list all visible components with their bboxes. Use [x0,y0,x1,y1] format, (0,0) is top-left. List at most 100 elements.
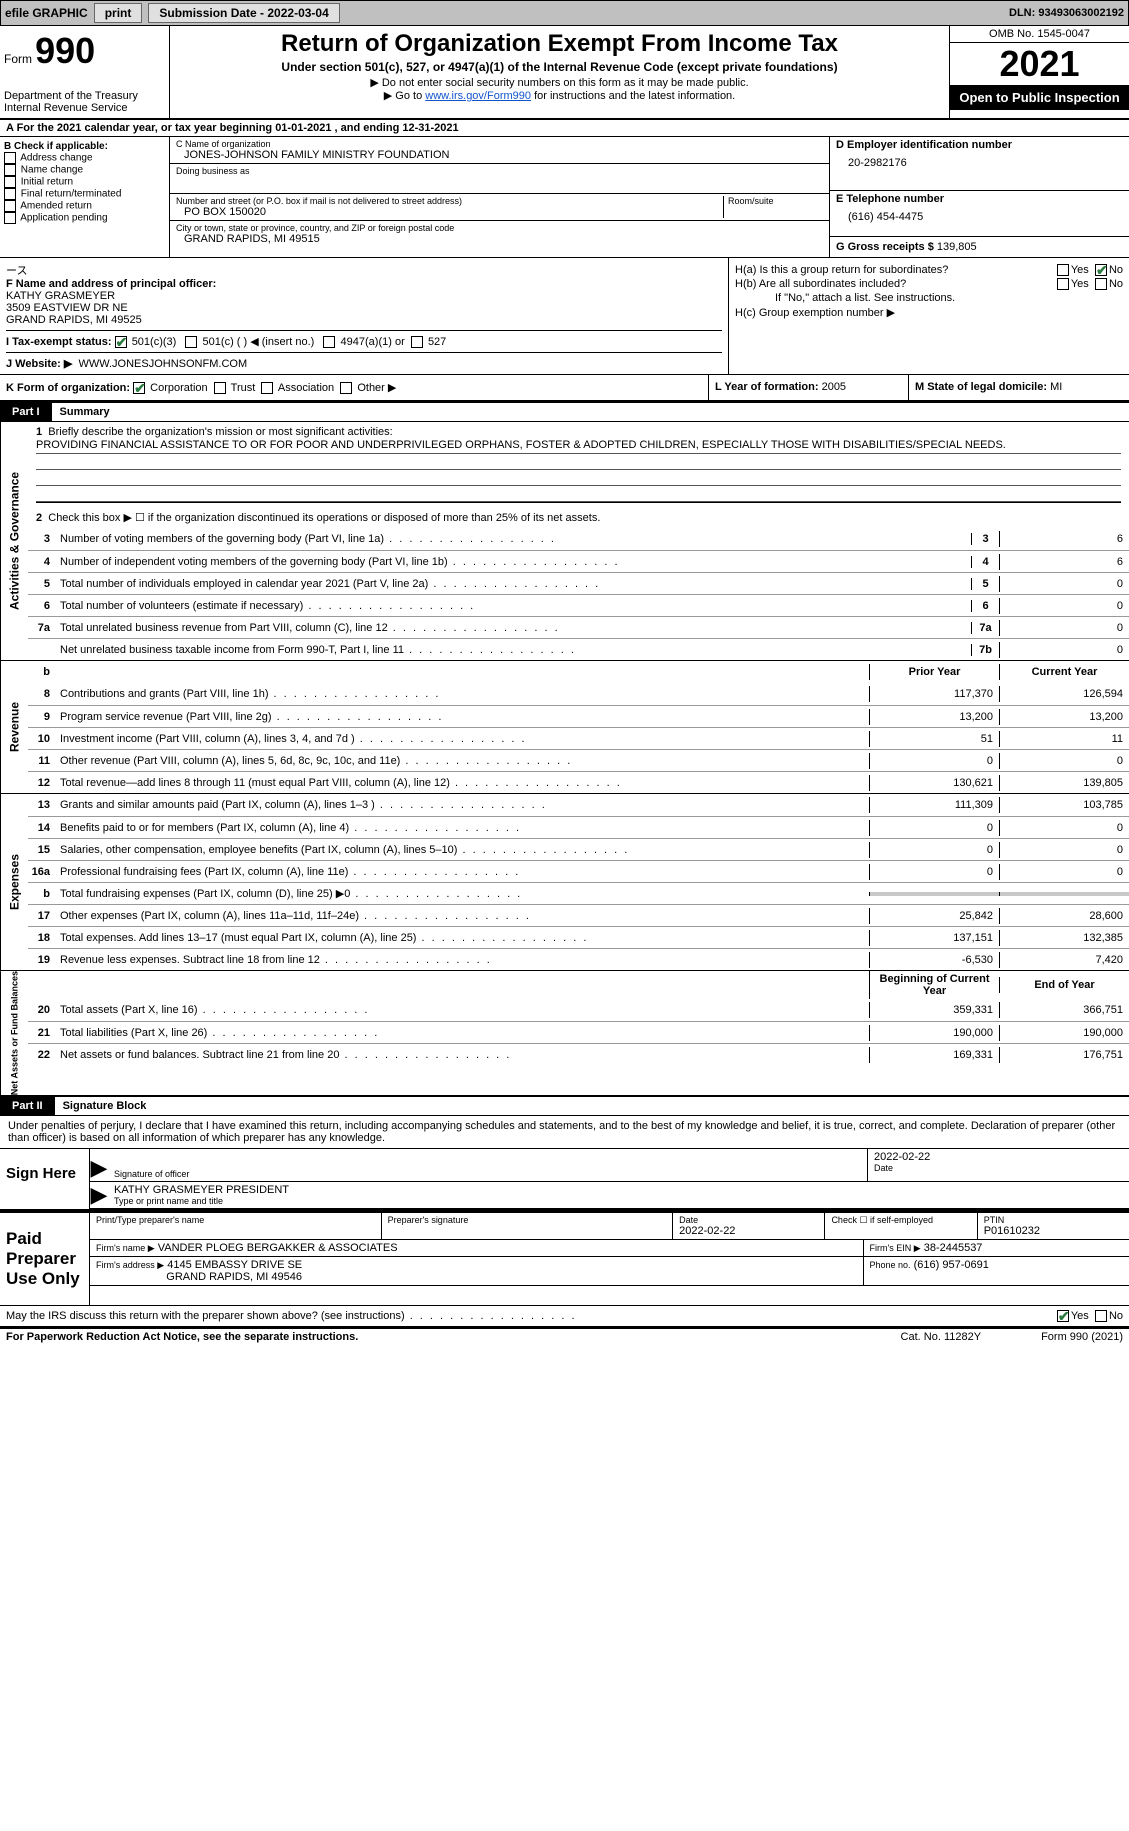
hb-yes[interactable] [1057,278,1069,290]
section-klm: K Form of organization: Corporation Trus… [0,375,1129,402]
open-to-public: Open to Public Inspection [950,86,1129,110]
form-header: Form 990 Department of the Treasury Inte… [0,26,1129,120]
hb-no[interactable] [1095,278,1107,290]
chk-501c3[interactable] [115,336,127,348]
discuss-yes[interactable] [1057,1310,1069,1322]
col-c: C Name of organization JONES-JOHNSON FAM… [170,137,829,257]
table-row: 5Total number of individuals employed in… [28,572,1129,594]
vtab-expenses: Expenses [0,794,28,970]
c-name-lbl: C Name of organization [176,139,823,149]
b-title: B Check if applicable: [4,141,165,152]
section-fhij: ース F Name and address of principal offic… [0,258,1129,375]
section-expenses: Expenses 13Grants and similar amounts pa… [0,794,1129,971]
e-lbl: E Telephone number [836,193,1123,205]
chk-corp[interactable] [133,382,145,394]
chk-initial-return[interactable] [4,176,16,188]
table-row: 12Total revenue—add lines 8 through 11 (… [28,771,1129,793]
table-row: 9Program service revenue (Part VIII, lin… [28,705,1129,727]
chk-app-pending[interactable] [4,212,16,224]
print-button[interactable]: print [94,3,143,23]
table-row: 7aTotal unrelated business revenue from … [28,616,1129,638]
header-mid: Return of Organization Exempt From Incom… [170,26,949,118]
d-val: 20-2982176 [836,151,1123,169]
irs-link[interactable]: www.irs.gov/Form990 [425,90,531,102]
form-note2: ▶ Go to www.irs.gov/Form990 for instruct… [174,89,945,102]
tax-year: 2021 [950,43,1129,86]
chk-501c[interactable] [185,336,197,348]
form-number: 990 [35,30,95,71]
table-row: 6Total number of volunteers (estimate if… [28,594,1129,616]
sign-here-label: Sign Here [0,1149,90,1209]
line-j: J Website: ▶ WWW.JONESJOHNSONFM.COM [6,352,722,370]
part1-header: Part I Summary [0,402,1129,422]
vtab-revenue: Revenue [0,661,28,793]
dln-label: DLN: 93493063002192 [1009,7,1124,19]
table-row: 4Number of independent voting members of… [28,550,1129,572]
c-room-lbl: Room/suite [728,196,823,206]
chk-4947[interactable] [323,336,335,348]
chk-name-change[interactable] [4,164,16,176]
discuss-line: May the IRS discuss this return with the… [0,1306,1129,1328]
vtab-governance: Activities & Governance [0,422,28,660]
paid-preparer-block: Paid Preparer Use Only Print/Type prepar… [0,1211,1129,1306]
chk-assoc[interactable] [261,382,273,394]
table-row: 19Revenue less expenses. Subtract line 1… [28,948,1129,970]
col-b: B Check if applicable: Address change Na… [0,137,170,257]
f-lbl: F Name and address of principal officer: [6,278,722,290]
irs-label: Internal Revenue Service [4,102,165,114]
arrow-icon: ▶ [90,1149,108,1181]
col-deg: D Employer identification number 20-2982… [829,137,1129,257]
table-row: bTotal fundraising expenses (Part IX, co… [28,882,1129,904]
c-street: PO BOX 150020 [176,206,723,218]
omb-number: OMB No. 1545-0047 [950,26,1129,43]
chk-amended[interactable] [4,200,16,212]
d-lbl: D Employer identification number [836,139,1123,151]
chk-trust[interactable] [214,382,226,394]
vtab-netassets: Net Assets or Fund Balances [0,971,28,1095]
table-row: 18Total expenses. Add lines 13–17 (must … [28,926,1129,948]
section-netassets: Net Assets or Fund Balances Beginning of… [0,971,1129,1096]
website-val: WWW.JONESJOHNSONFM.COM [78,358,247,370]
c-street-lbl: Number and street (or P.O. box if mail i… [176,196,723,206]
dept-treasury: Department of the Treasury [4,90,165,102]
sign-here-block: Sign Here ▶ Signature of officer 2022-02… [0,1149,1129,1211]
header-right: OMB No. 1545-0047 2021 Open to Public In… [949,26,1129,118]
discuss-no[interactable] [1095,1310,1107,1322]
page-footer: For Paperwork Reduction Act Notice, see … [0,1328,1129,1345]
chk-other[interactable] [340,382,352,394]
table-row: 3Number of voting members of the governi… [28,528,1129,550]
col-fij: ース F Name and address of principal offic… [0,258,729,374]
table-row: 14Benefits paid to or for members (Part … [28,816,1129,838]
chk-final-return[interactable] [4,188,16,200]
section-bcdeg: B Check if applicable: Address change Na… [0,137,1129,258]
section-revenue: Revenue b Prior Year Current Year 8Contr… [0,661,1129,794]
f-l3: GRAND RAPIDS, MI 49525 [6,314,722,326]
table-row: 16aProfessional fundraising fees (Part I… [28,860,1129,882]
c-dba-lbl: Doing business as [176,166,823,176]
submission-date-button[interactable]: Submission Date - 2022-03-04 [148,3,339,23]
form-note1: ▶ Do not enter social security numbers o… [174,76,945,89]
c-city-lbl: City or town, state or province, country… [176,223,823,233]
c-name: JONES-JOHNSON FAMILY MINISTRY FOUNDATION [176,149,823,161]
col-h: H(a) Is this a group return for subordin… [729,258,1129,374]
chk-527[interactable] [411,336,423,348]
table-row: Net unrelated business taxable income fr… [28,638,1129,660]
efile-label: efile GRAPHIC [5,6,88,20]
f-l2: 3509 EASTVIEW DR NE [6,302,722,314]
form-title: Return of Organization Exempt From Incom… [174,30,945,58]
form-word: Form [4,52,32,66]
table-row: 10Investment income (Part VIII, column (… [28,727,1129,749]
ha-no[interactable] [1095,264,1107,276]
ha-yes[interactable] [1057,264,1069,276]
sig-declaration: Under penalties of perjury, I declare th… [0,1116,1129,1149]
table-row: 21Total liabilities (Part X, line 26)190… [28,1021,1129,1043]
form-subtitle: Under section 501(c), 527, or 4947(a)(1)… [174,60,945,74]
header-left: Form 990 Department of the Treasury Inte… [0,26,170,118]
e-val: (616) 454-4475 [836,205,1123,223]
paid-preparer-label: Paid Preparer Use Only [0,1213,90,1305]
table-row: 13Grants and similar amounts paid (Part … [28,794,1129,816]
chk-address-change[interactable] [4,152,16,164]
g-val: 139,805 [937,241,977,253]
table-row: 22Net assets or fund balances. Subtract … [28,1043,1129,1065]
table-row: 17Other expenses (Part IX, column (A), l… [28,904,1129,926]
